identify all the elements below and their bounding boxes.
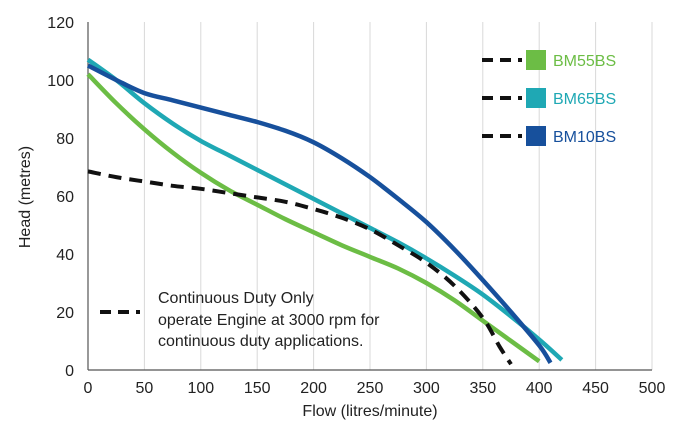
x-tick-label: 400 [526,380,553,397]
y-tick-labels: 0 20 40 60 80 100 120 [47,15,74,380]
y-axis-label: Head (metres) [17,146,34,248]
x-tick-labels: 0 50 100 150 200 250 300 350 400 450 500 [84,380,666,397]
series-line-bm55bs [86,72,541,364]
y-tick-label: 80 [56,131,74,148]
y-tick-label: 20 [56,305,74,322]
legend-swatch-bm55bs [526,50,546,70]
legend-swatch-bm65bs [526,88,546,108]
x-tick-label: 0 [84,380,93,397]
x-tick-label: 50 [136,380,154,397]
legend-label-bm65bs: BM65BS [553,91,616,108]
annotation-line-3: continuous duty applications. [158,333,363,350]
x-tick-label: 250 [357,380,384,397]
legend: BM55BS BM65BS BM10BS [482,50,616,146]
axes [87,22,652,371]
x-tick-label: 350 [469,380,496,397]
y-tick-label: 60 [56,189,74,206]
x-axis-label: Flow (litres/minute) [302,403,437,420]
x-tick-label: 300 [413,380,440,397]
legend-label-bm10bs: BM10BS [553,129,616,146]
x-tick-label: 500 [639,380,666,397]
series-lines [86,57,564,366]
x-tick-label: 100 [187,380,214,397]
series-line-bm10bs [86,63,553,365]
annotation-line-1: Continuous Duty Only [158,290,314,307]
series-line-bm65bs [86,57,564,362]
x-tick-label: 200 [300,380,327,397]
grid-lines [143,22,653,370]
x-tick-label: 450 [582,380,609,397]
x-tick-label: 150 [244,380,271,397]
annotation-line-2: operate Engine at 3000 rpm for [158,312,380,329]
annotation: Continuous Duty Only operate Engine at 3… [100,290,380,350]
y-tick-label: 100 [47,73,74,90]
series-line-continuous-duty-only [87,169,513,366]
legend-swatch-bm10bs [526,126,546,146]
y-tick-label: 40 [56,247,74,264]
y-tick-label: 120 [47,15,74,32]
y-tick-label: 0 [65,363,74,380]
legend-label-bm55bs: BM55BS [553,53,616,70]
